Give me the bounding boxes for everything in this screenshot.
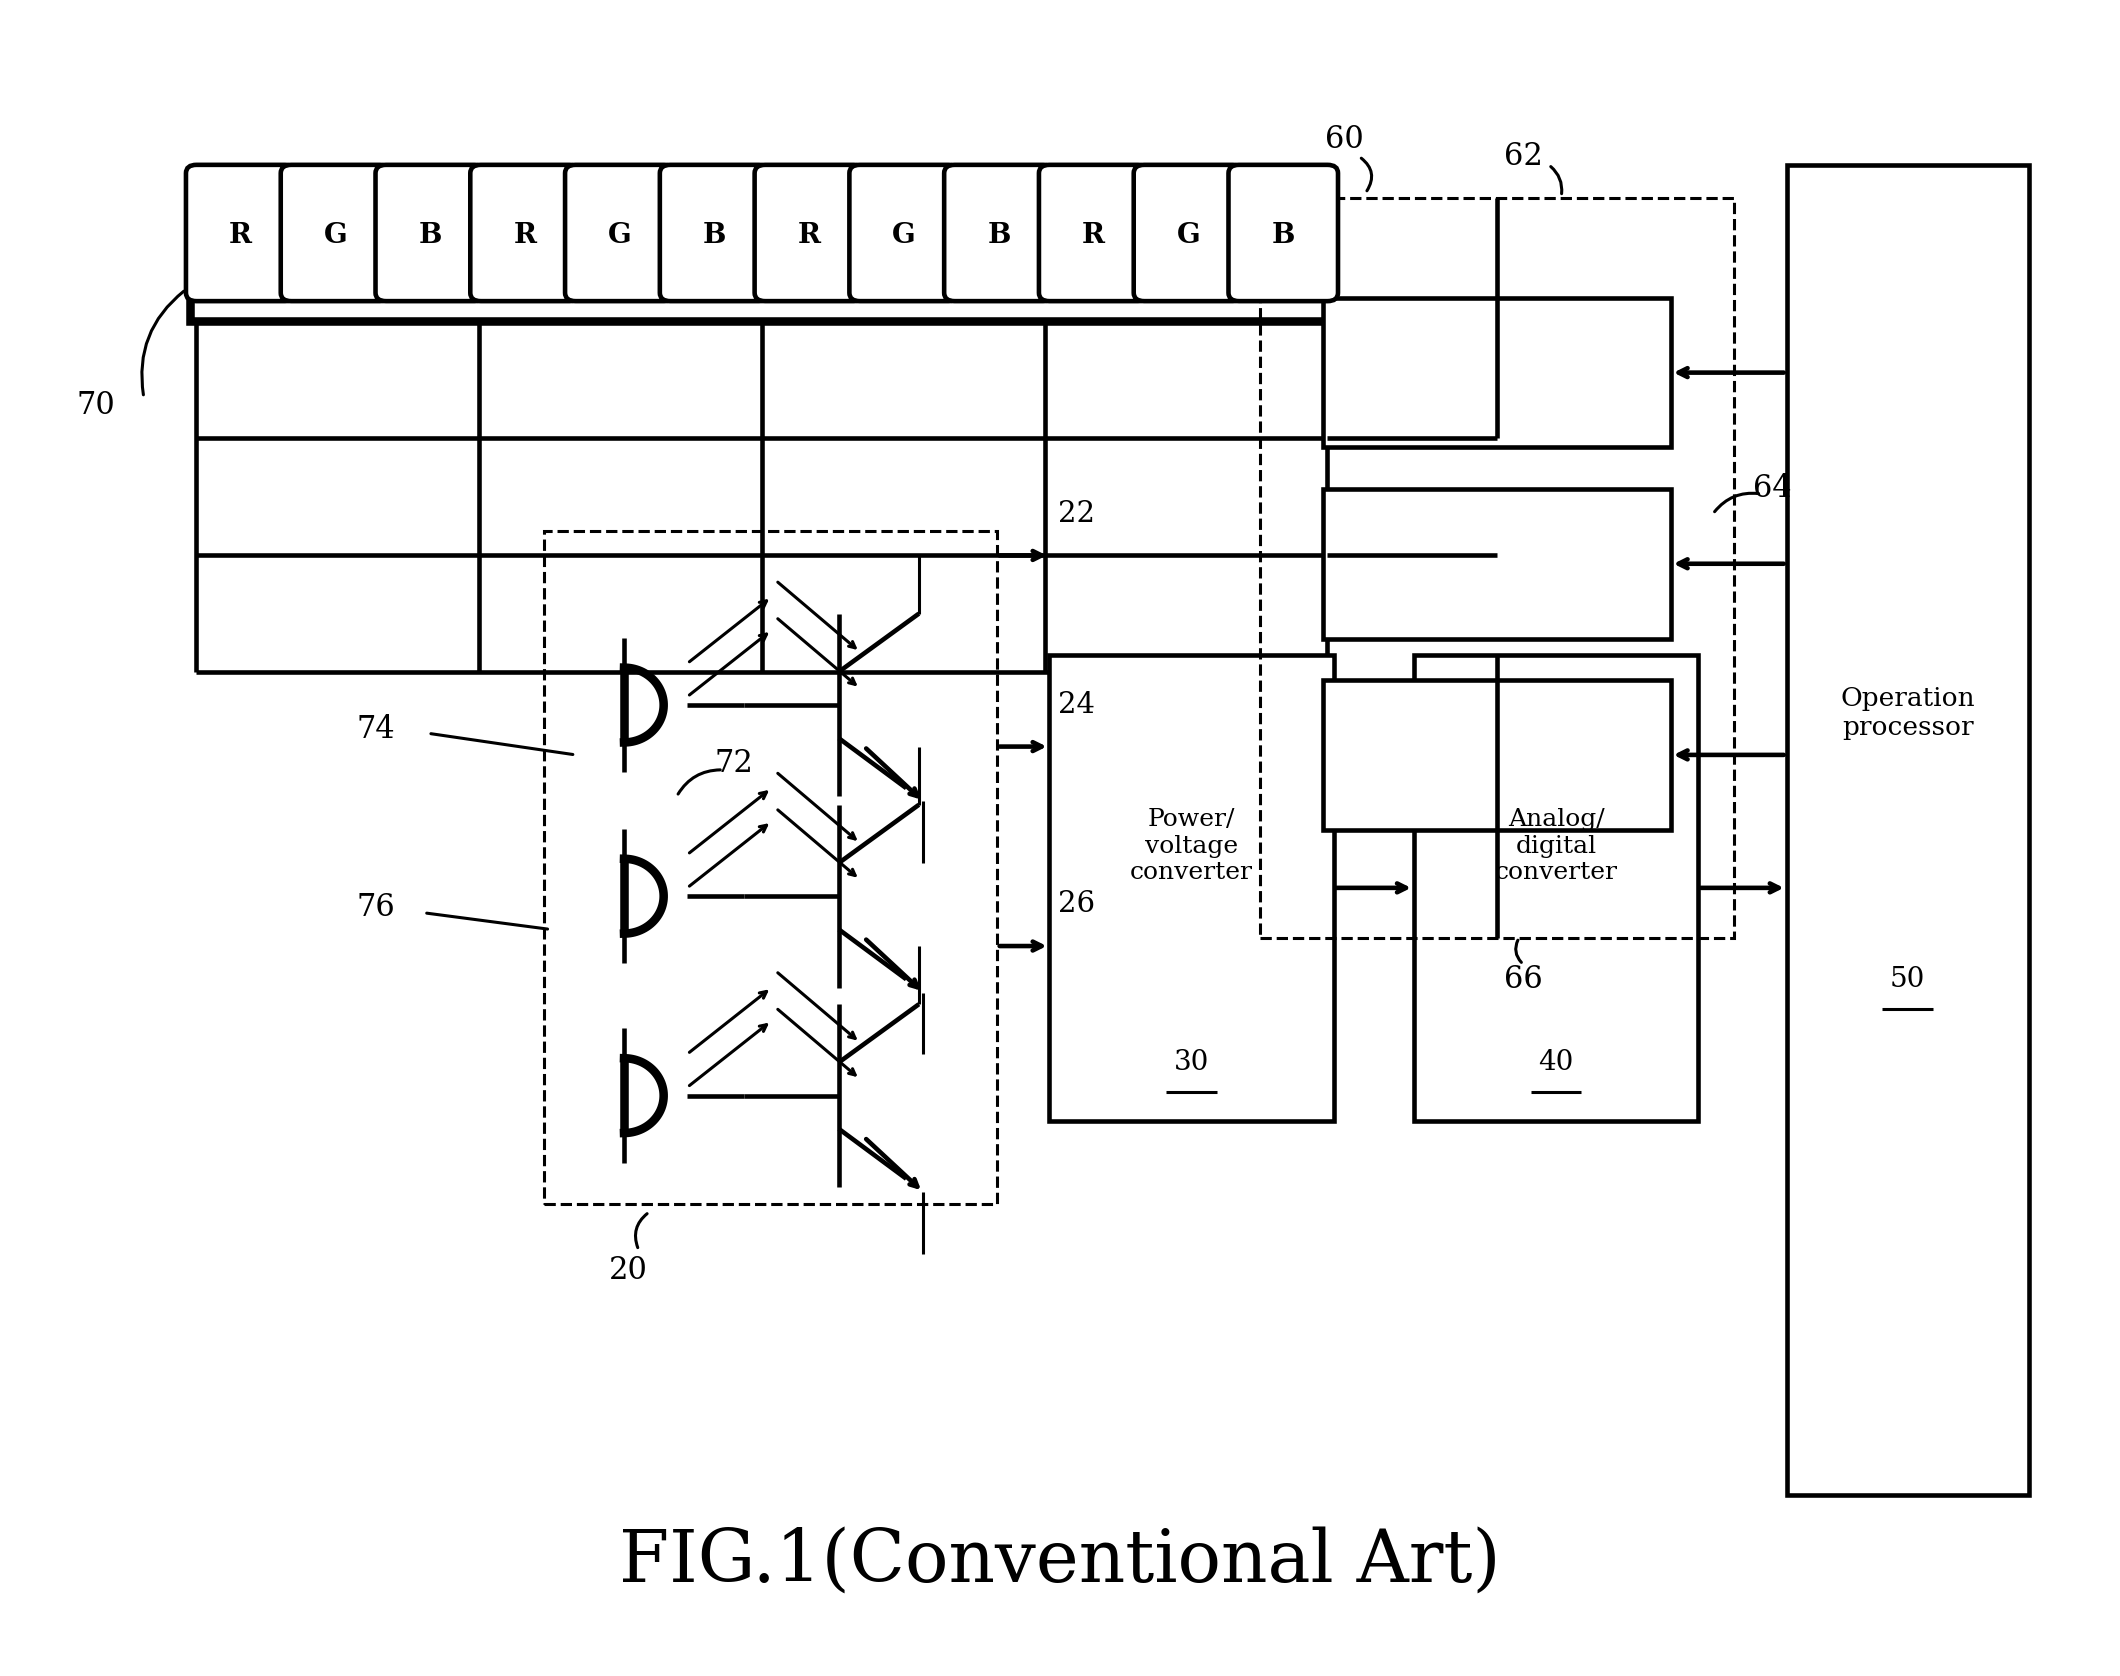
Text: G: G <box>893 221 916 248</box>
Text: B: B <box>988 221 1011 248</box>
FancyBboxPatch shape <box>943 164 1054 302</box>
Text: 30: 30 <box>1174 1049 1208 1076</box>
Text: G: G <box>1177 221 1200 248</box>
FancyBboxPatch shape <box>659 164 770 302</box>
Text: G: G <box>324 221 348 248</box>
Text: 20: 20 <box>608 1255 649 1285</box>
FancyBboxPatch shape <box>1227 164 1338 302</box>
Text: B: B <box>1272 221 1295 248</box>
Text: 70: 70 <box>76 391 114 421</box>
Text: B: B <box>704 221 727 248</box>
Text: G: G <box>608 221 632 248</box>
Text: 24: 24 <box>1058 691 1096 719</box>
Text: FIG.1(Conventional Art): FIG.1(Conventional Art) <box>619 1525 1501 1596</box>
Text: 62: 62 <box>1503 141 1543 173</box>
Bar <box>1787 164 2029 1495</box>
Bar <box>545 531 996 1203</box>
FancyBboxPatch shape <box>375 164 485 302</box>
FancyBboxPatch shape <box>1134 164 1242 302</box>
Text: 66: 66 <box>1503 964 1543 996</box>
Text: Analog/
digital
converter: Analog/ digital converter <box>1495 808 1618 885</box>
Text: R: R <box>797 221 820 248</box>
FancyBboxPatch shape <box>850 164 958 302</box>
Text: B: B <box>418 221 441 248</box>
FancyBboxPatch shape <box>1039 164 1149 302</box>
Text: 40: 40 <box>1539 1049 1573 1076</box>
Text: 22: 22 <box>1058 499 1096 528</box>
Bar <box>1323 489 1671 639</box>
Text: R: R <box>513 221 536 248</box>
Text: 76: 76 <box>356 892 394 923</box>
Bar <box>1259 198 1734 939</box>
Bar <box>1049 655 1333 1121</box>
Text: 64: 64 <box>1753 473 1791 504</box>
Text: 60: 60 <box>1325 124 1363 156</box>
Text: 26: 26 <box>1058 890 1096 918</box>
Text: 72: 72 <box>714 747 753 779</box>
Text: Operation
processor: Operation processor <box>1840 687 1976 741</box>
Bar <box>191 285 1333 322</box>
FancyBboxPatch shape <box>471 164 579 302</box>
FancyBboxPatch shape <box>755 164 865 302</box>
FancyBboxPatch shape <box>280 164 390 302</box>
FancyBboxPatch shape <box>187 164 295 302</box>
Bar <box>1414 655 1698 1121</box>
Text: 74: 74 <box>356 714 394 746</box>
Text: R: R <box>229 221 252 248</box>
Bar <box>1323 680 1671 830</box>
FancyBboxPatch shape <box>566 164 674 302</box>
Text: Power/
voltage
converter: Power/ voltage converter <box>1130 808 1253 885</box>
Text: R: R <box>1081 221 1105 248</box>
Text: 50: 50 <box>1891 965 1925 992</box>
Bar <box>1323 298 1671 447</box>
